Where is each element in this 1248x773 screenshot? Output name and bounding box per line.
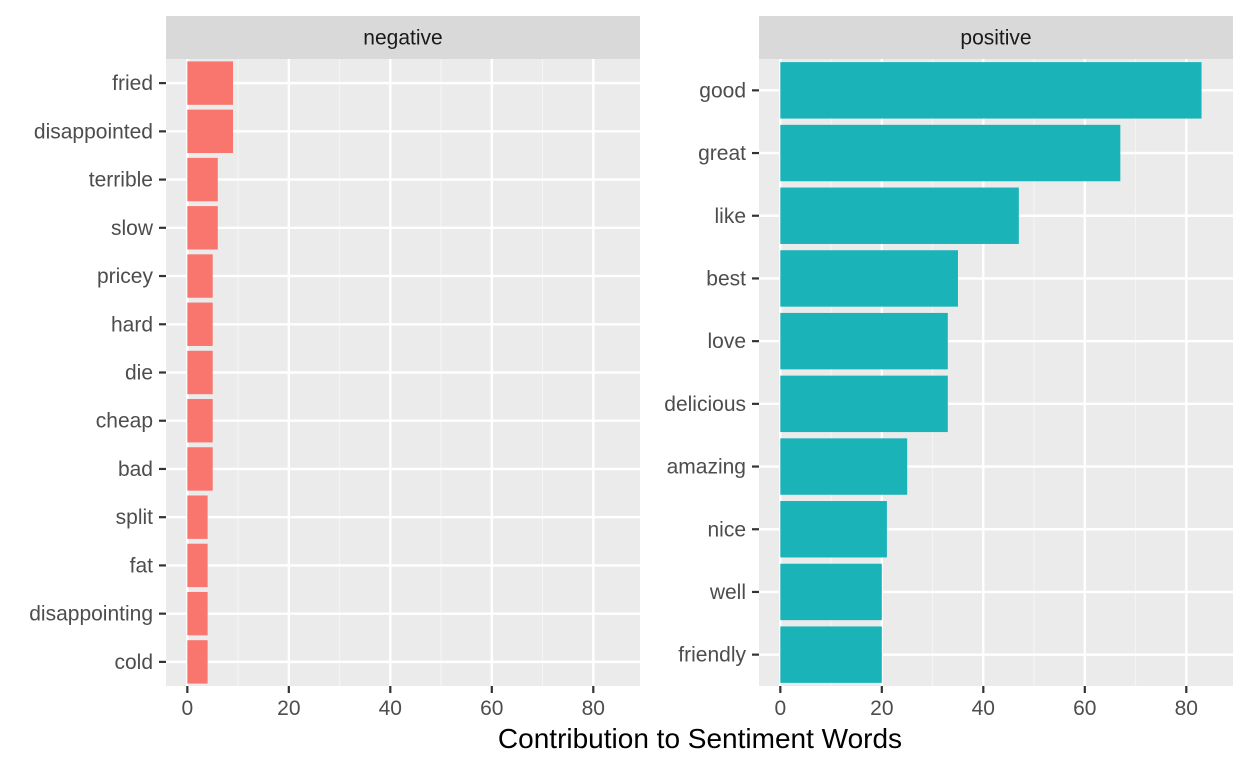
bar-friendly	[780, 626, 882, 683]
x-axis-title: Contribution to Sentiment Words	[498, 723, 902, 754]
y-tick-label: great	[698, 142, 746, 165]
y-tick-label: delicious	[664, 393, 746, 416]
bar-cold	[187, 640, 208, 684]
y-tick-label: die	[125, 362, 153, 385]
bar-pricey	[187, 254, 213, 298]
y-tick-label: disappointed	[34, 120, 153, 143]
y-tick-label: terrible	[89, 169, 153, 192]
bar-bad	[187, 447, 213, 491]
bar-split	[187, 495, 208, 539]
facet-strip	[166, 16, 640, 59]
bar-hard	[187, 302, 213, 346]
y-tick-label: friendly	[678, 644, 746, 667]
bar-great	[780, 124, 1121, 182]
bar-best	[780, 250, 958, 307]
bar-disappointing	[187, 591, 208, 636]
bar-amazing	[780, 438, 908, 495]
bar-delicious	[780, 375, 948, 433]
y-tick-label: disappointing	[29, 603, 153, 626]
y-tick-label: well	[709, 581, 746, 604]
y-tick-label: nice	[707, 518, 746, 541]
bar-disappointed	[187, 109, 234, 154]
bar-cheap	[187, 399, 213, 443]
x-tick-label: 0	[181, 697, 193, 720]
x-tick-label: 40	[972, 697, 995, 720]
facet-negative: negative fried disappointed terrible slow pri…	[29, 16, 640, 720]
bar-well	[780, 563, 882, 621]
bar-fried	[187, 61, 234, 105]
bar-slow	[187, 206, 218, 250]
x-tick-label: 80	[582, 697, 605, 720]
y-tick-label: amazing	[667, 456, 746, 479]
x-tick-label: 80	[1175, 697, 1198, 720]
y-tick-label: split	[116, 506, 154, 529]
y-tick-label: pricey	[97, 265, 154, 288]
facet-positive: positive good great like best love delicious am…	[664, 16, 1233, 720]
x-tick-label: 0	[774, 697, 786, 720]
facet-title: negative	[363, 27, 442, 50]
bar-nice	[780, 501, 887, 558]
y-tick-label: bad	[118, 458, 153, 481]
bar-love	[780, 312, 948, 370]
y-tick-label: cold	[114, 651, 153, 674]
y-tick-label: slow	[111, 217, 154, 240]
y-tick-label: cheap	[96, 410, 153, 433]
y-tick-label: fat	[130, 554, 154, 577]
facet-strip	[759, 16, 1233, 59]
x-tick-label: 60	[1073, 697, 1096, 720]
y-tick-label: like	[714, 205, 746, 228]
bar-like	[780, 187, 1019, 244]
bar-good	[780, 62, 1202, 119]
x-tick-label: 20	[870, 697, 893, 720]
y-tick-label: good	[699, 79, 746, 102]
bar-fat	[187, 543, 208, 588]
facet-title: positive	[960, 27, 1031, 50]
x-tick-label: 20	[277, 697, 300, 720]
x-tick-label: 40	[379, 697, 402, 720]
y-tick-label: best	[706, 267, 746, 290]
bar-die	[187, 350, 213, 395]
y-tick-label: fried	[112, 72, 153, 95]
y-tick-label: love	[707, 330, 746, 353]
y-tick-label: hard	[111, 313, 153, 336]
bar-terrible	[187, 157, 218, 202]
x-tick-label: 60	[480, 697, 503, 720]
